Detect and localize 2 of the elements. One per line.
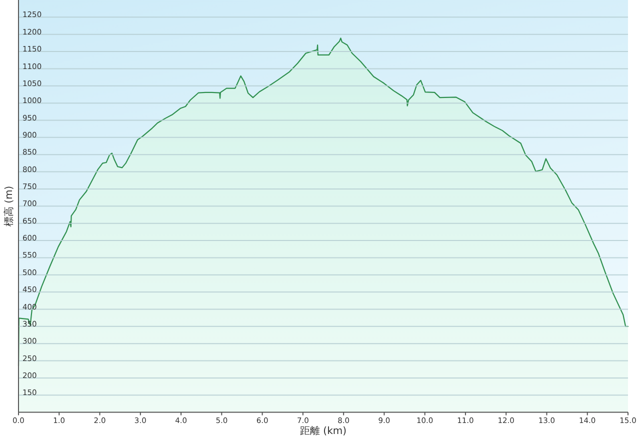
x-axis-title: 距離 (km) bbox=[300, 425, 347, 437]
y-axis-title: 標高 (m) bbox=[3, 186, 15, 227]
